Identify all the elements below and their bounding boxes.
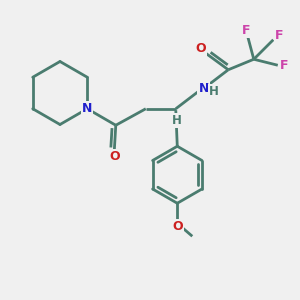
Text: H: H [209,85,219,98]
Text: O: O [109,150,120,163]
Text: F: F [242,24,250,37]
Text: F: F [275,29,284,42]
Text: N: N [82,102,92,115]
Text: F: F [280,59,288,72]
Text: O: O [172,220,183,233]
Text: H: H [172,114,182,127]
Text: N: N [199,82,209,94]
Text: O: O [195,42,206,55]
